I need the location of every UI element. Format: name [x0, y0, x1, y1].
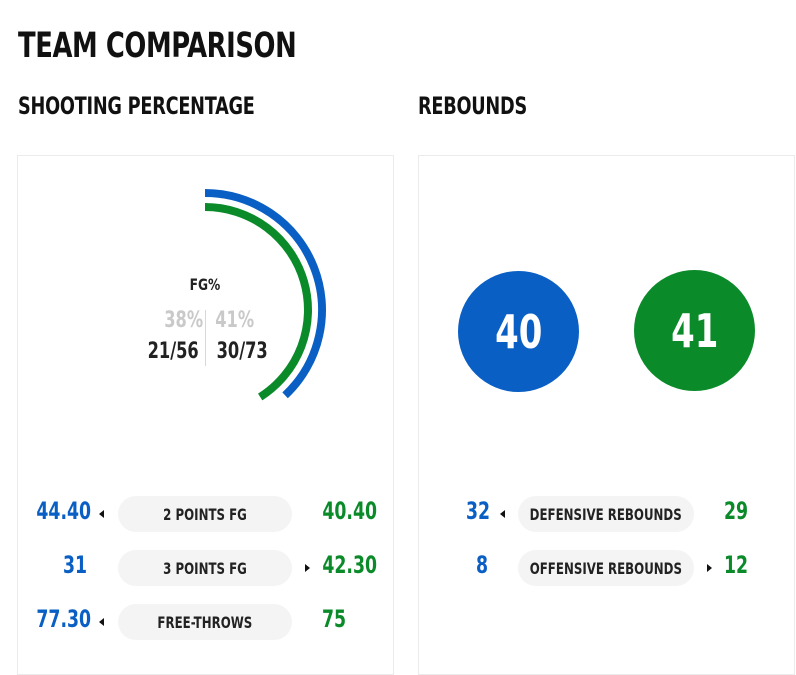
stat-label-pill: 3 POINTS FG — [118, 550, 292, 586]
fg-label: FG% — [189, 275, 221, 294]
page-title: TEAM COMPARISON — [18, 26, 297, 66]
team-b-value: 75 — [321, 605, 347, 633]
team-b-fg-made: 30/73 — [216, 339, 268, 364]
team-b-value: 12 — [723, 551, 749, 579]
team-a-value: 32 — [465, 497, 491, 525]
team-a-value: 31 — [62, 551, 88, 579]
team-a-value: 44.40 — [36, 497, 92, 525]
team-b-fg-pct: 41% — [215, 308, 255, 333]
team-a-value: 77.30 — [36, 605, 92, 633]
team-a-fg-made: 21/56 — [147, 339, 199, 364]
team-b-value: 29 — [723, 497, 749, 525]
stat-label-pill: OFFENSIVE REBOUNDS — [518, 550, 694, 586]
arrow-right-icon — [305, 564, 310, 572]
shooting-card — [17, 155, 394, 675]
team-a-fg-arc — [204, 189, 326, 399]
team-b-value: 40.40 — [322, 497, 378, 525]
team-b-value: 42.30 — [322, 551, 378, 579]
team-b-rebounds-circle: 41 — [634, 270, 755, 391]
stat-label-pill: DEFENSIVE REBOUNDS — [518, 496, 694, 532]
team-a-value: 8 — [475, 551, 489, 579]
arrow-right-icon — [707, 564, 712, 572]
stat-label-pill: 2 POINTS FG — [118, 496, 292, 532]
team-a-rebounds-circle: 40 — [458, 271, 579, 392]
stat-label-pill: FREE-THROWS — [118, 604, 292, 640]
arrow-left-icon — [99, 510, 104, 518]
shooting-heading: SHOOTING PERCENTAGE — [18, 92, 255, 120]
arrow-left-icon — [500, 510, 505, 518]
team-b-fg-arc — [204, 203, 312, 401]
team-a-fg-pct: 38% — [164, 308, 204, 333]
rebounds-card — [418, 155, 795, 675]
fg-divider — [205, 310, 206, 366]
rebounds-heading: REBOUNDS — [418, 92, 527, 120]
arrow-left-icon — [99, 618, 104, 626]
